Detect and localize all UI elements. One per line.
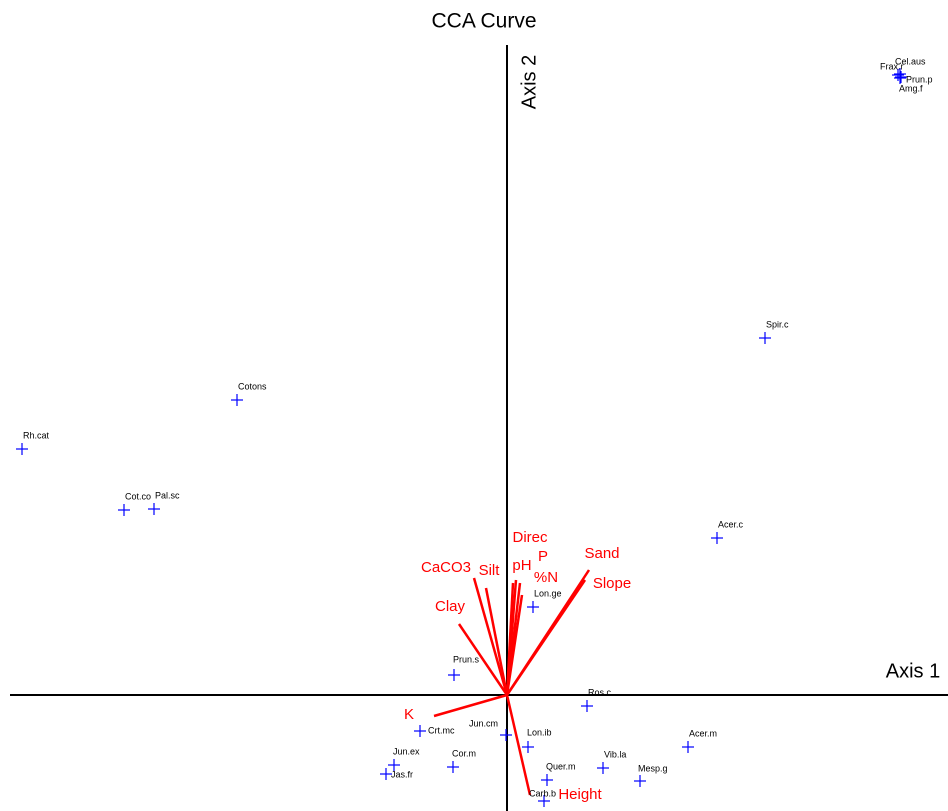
- vector-label: Direc: [512, 529, 548, 546]
- species-point: [597, 762, 609, 774]
- vector: [484, 587, 509, 696]
- species-label: Spir.c: [766, 319, 789, 329]
- species-point: [759, 332, 771, 344]
- species-point: [16, 443, 28, 455]
- species-label: Jun.ex: [393, 746, 420, 756]
- species-label: Lon.ge: [534, 588, 562, 598]
- vector-label: pH: [512, 557, 531, 574]
- species-point: [148, 503, 160, 515]
- species-point: [231, 394, 243, 406]
- vector-label: Silt: [479, 562, 501, 579]
- species-point: [892, 69, 904, 81]
- species-label: Cot.co: [125, 491, 151, 501]
- species-label: Carb.b: [529, 788, 556, 798]
- species-label: Acer.m: [689, 728, 717, 738]
- vector-label: Clay: [435, 598, 466, 615]
- species-point: [118, 504, 130, 516]
- species-label: Lon.ib: [527, 727, 552, 737]
- species-point: [447, 761, 459, 773]
- species-label: Jas.fr: [391, 769, 413, 779]
- species-point: [682, 741, 694, 753]
- species-label: Cotons: [238, 381, 267, 391]
- species-label: Pal.sc: [155, 490, 180, 500]
- vector: [457, 623, 509, 696]
- vector-label: P: [538, 548, 548, 565]
- species-point: [894, 72, 906, 84]
- species-point: [414, 725, 426, 737]
- vector-label: K: [404, 706, 414, 723]
- vector-label: Slope: [593, 575, 631, 592]
- species-label: Acer.c: [718, 519, 744, 529]
- species-label: Mesp.g: [638, 763, 668, 773]
- species-label: Prun.s: [453, 654, 480, 664]
- species-point: [634, 775, 646, 787]
- species-label: Jun.cm: [469, 718, 498, 728]
- vector: [505, 594, 524, 696]
- species-label: Cor.m: [452, 748, 476, 758]
- species-label: Cel.aus: [895, 56, 926, 66]
- species-point: [380, 768, 392, 780]
- vector: [505, 579, 587, 696]
- species-point: [711, 532, 723, 544]
- species-point: [500, 729, 512, 741]
- vector: [472, 577, 509, 696]
- species-label: Vib.la: [604, 749, 626, 759]
- x-axis-label: Axis 1: [886, 660, 940, 682]
- vector: [433, 693, 508, 718]
- species-point: [895, 71, 907, 83]
- species-point: [388, 759, 400, 771]
- species-label: Rh.cat: [23, 430, 50, 440]
- species-label: Prun.p: [906, 74, 933, 84]
- species-label: Ros.c: [588, 687, 612, 697]
- species-label: Amg.f: [899, 83, 923, 93]
- vector-label: Height: [558, 786, 602, 803]
- species-point: [527, 601, 539, 613]
- vector: [505, 694, 532, 796]
- chart-title: CCA Curve: [431, 10, 536, 33]
- species-label: Crt.mc: [428, 725, 455, 735]
- species-point: [541, 774, 553, 786]
- vector-label: CaCO3: [421, 559, 471, 576]
- species-point: [538, 795, 550, 807]
- species-point: [448, 669, 460, 681]
- species-point: [522, 741, 534, 753]
- vector-label: %N: [534, 569, 558, 586]
- vector-label: Sand: [584, 545, 619, 562]
- species-label: Quer.m: [546, 761, 576, 771]
- species-point: [581, 700, 593, 712]
- species-label: Frax.r: [880, 61, 904, 71]
- y-axis-label: Axis 2: [518, 55, 540, 109]
